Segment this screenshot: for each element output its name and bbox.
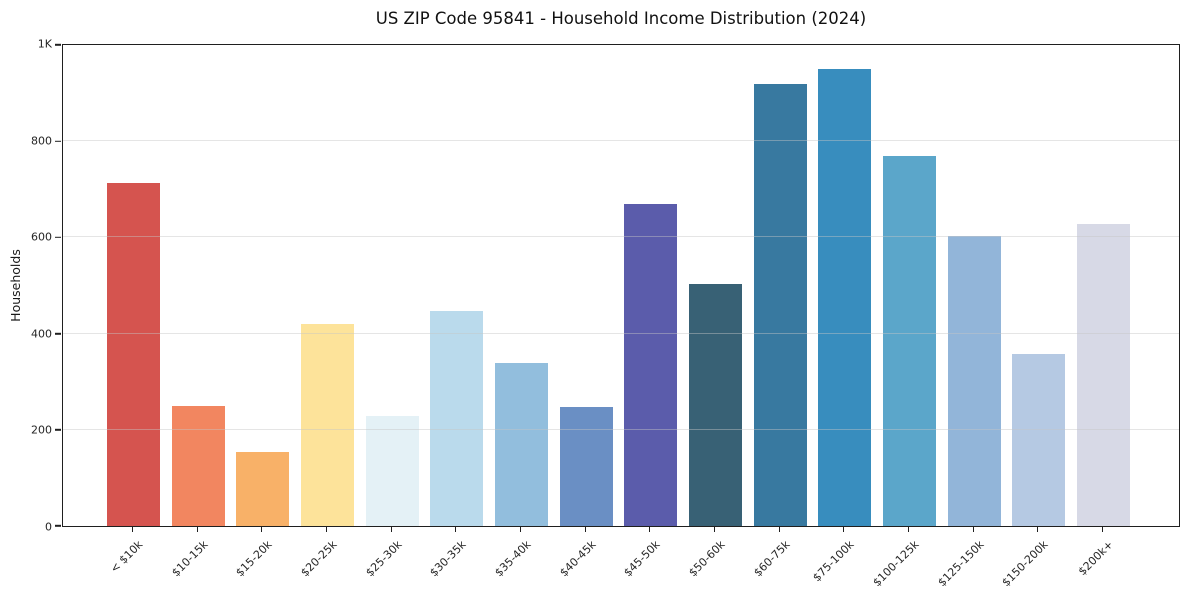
- bar-30-35k: [430, 311, 484, 526]
- bars-container: [63, 45, 1179, 526]
- bar-45-50k: [624, 204, 678, 526]
- y-tick-mark-0: [55, 525, 61, 527]
- x-tick-label-0: < $10k: [108, 538, 146, 576]
- x-tick-mark-4: [390, 527, 393, 532]
- x-tick-label-8: $45-50k: [621, 538, 663, 580]
- x-tick-label-14: $150-200k: [999, 538, 1051, 590]
- x-tick-mark-5: [454, 527, 457, 532]
- x-tick-mark-12: [907, 527, 910, 532]
- y-tick-label-800: 800: [31, 134, 52, 148]
- x-tick-label-3: $20-25k: [298, 538, 340, 580]
- x-tick-label-15: $200k+: [1075, 538, 1116, 579]
- bar-200k: [1076, 223, 1130, 526]
- bar-20-25k: [300, 323, 354, 526]
- x-tick-label-11: $75-100k: [810, 538, 857, 585]
- bar-50-60k: [688, 283, 742, 526]
- bar-60-75k: [753, 84, 807, 526]
- x-axis: < $10k $10-15k $15-20k $20-25k $25-30k $30-35…: [62, 527, 1180, 589]
- x-tick-mark-15: [1101, 527, 1104, 532]
- x-tick-label-2: $15-20k: [233, 538, 275, 580]
- x-tick-label-6: $35-40k: [492, 538, 534, 580]
- bar-10k: [107, 182, 160, 526]
- y-tick-label-0: 0: [45, 520, 52, 534]
- x-tick-mark-3: [325, 527, 328, 532]
- x-tick-label-5: $30-35k: [427, 538, 469, 580]
- gridline-400: [63, 332, 1179, 334]
- x-tick-mark-1: [196, 527, 199, 532]
- bar-125-150k: [947, 235, 1001, 526]
- gridline-800: [63, 140, 1179, 142]
- x-tick-mark-11: [842, 527, 845, 532]
- bar-75-100k: [818, 69, 872, 526]
- plot-area: [55, 44, 1180, 527]
- bar-40-45k: [559, 407, 613, 526]
- chart-title: US ZIP Code 95841 - Household Income Dis…: [375, 9, 867, 28]
- bar-150-200k: [1012, 354, 1066, 526]
- bar-10-15k: [171, 405, 225, 526]
- x-tick-label-9: $50-60k: [686, 538, 728, 580]
- y-tick-mark-200: [55, 429, 61, 431]
- x-tick-label-12: $100-125k: [870, 538, 922, 590]
- y-tick-label-600: 600: [31, 230, 52, 244]
- x-tick-label-7: $40-45k: [557, 538, 599, 580]
- y-tick-mark-600: [55, 236, 61, 239]
- bar-35-40k: [494, 363, 548, 526]
- x-tick-label-4: $25-30k: [363, 538, 405, 580]
- x-tick-mark-10: [778, 527, 781, 532]
- x-tick-mark-13: [972, 527, 975, 532]
- bar-25-30k: [365, 416, 419, 526]
- x-tick-label-13: $125-150k: [935, 538, 987, 590]
- x-tick-mark-0: [131, 527, 134, 532]
- y-tick-mark-1K: [55, 44, 61, 46]
- y-tick-label-200: 200: [31, 423, 52, 437]
- x-tick-mark-6: [519, 527, 522, 532]
- y-tick-label-1K: 1K: [37, 37, 52, 51]
- x-tick-mark-2: [260, 527, 263, 532]
- y-tick-mark-800: [55, 140, 61, 142]
- bar-15-20k: [236, 452, 290, 526]
- x-tick-mark-7: [584, 527, 587, 532]
- gridline-600: [63, 236, 1179, 238]
- x-tick-mark-8: [648, 527, 651, 532]
- bar-100-125k: [882, 156, 936, 526]
- y-tick-mark-400: [55, 332, 61, 335]
- gridline-200: [63, 428, 1179, 430]
- y-tick-label-400: 400: [31, 327, 52, 341]
- x-tick-mark-9: [713, 527, 716, 532]
- x-tick-mark-14: [1036, 527, 1039, 532]
- y-axis: 0 200 400 600 800 1K: [0, 38, 52, 534]
- x-tick-label-10: $60-75k: [751, 538, 793, 580]
- x-tick-label-1: $10-15k: [169, 538, 211, 580]
